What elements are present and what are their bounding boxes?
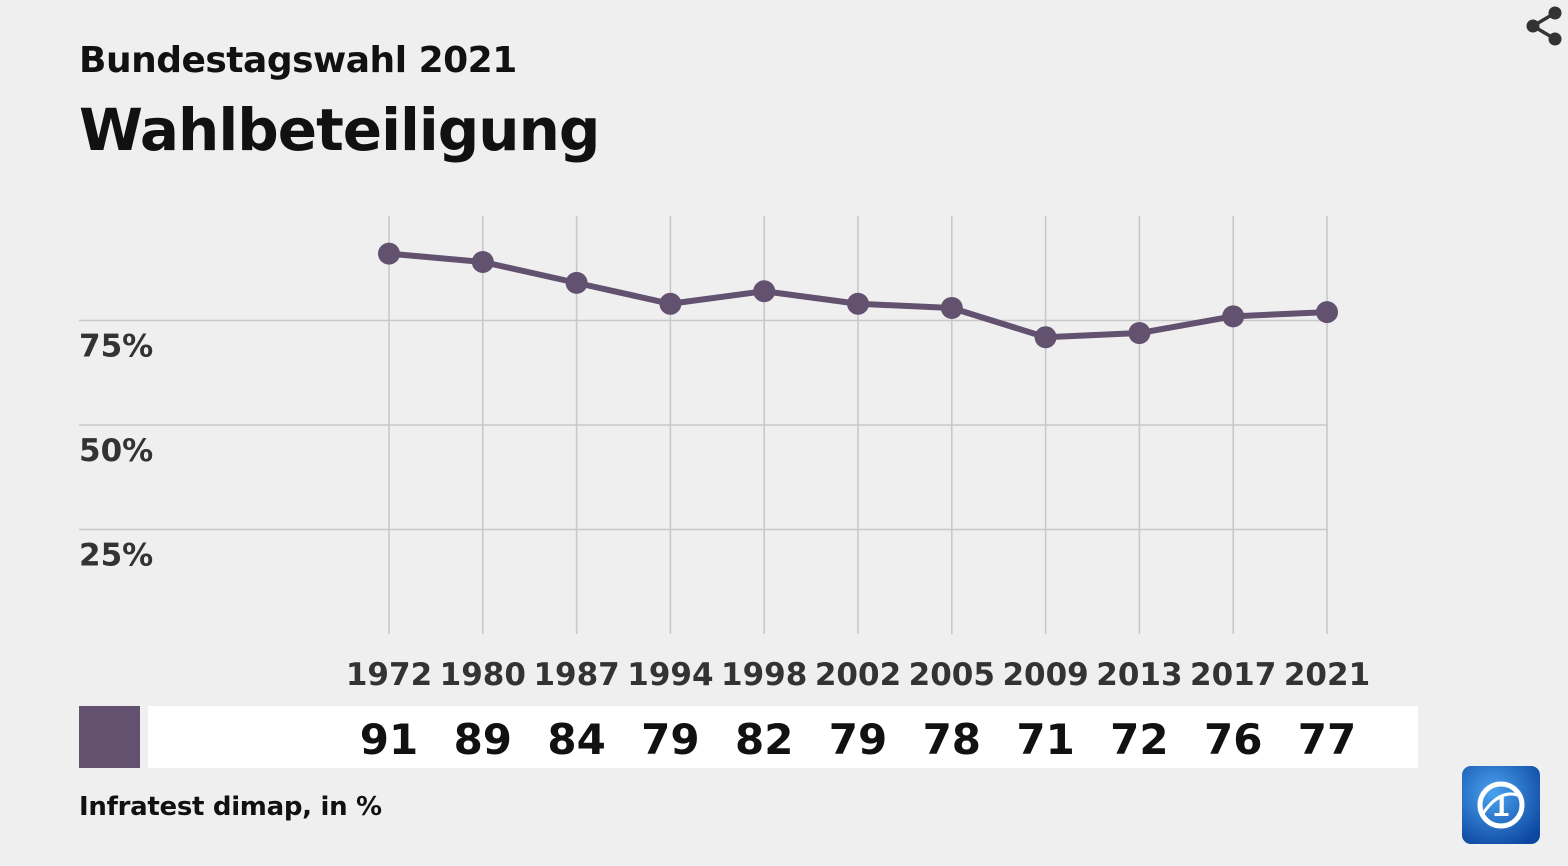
data-point [565, 271, 588, 294]
data-point [1034, 326, 1057, 349]
value-label: 79 [829, 715, 887, 764]
value-labels: 91 89 84 79 82 79 78 71 72 76 77 [360, 715, 1356, 764]
data-point [847, 292, 869, 315]
share-icon[interactable] [1522, 4, 1566, 48]
svg-text:1: 1 [1493, 790, 1510, 823]
x-tick-label: 2009 [1002, 657, 1088, 693]
x-axis-tick-labels: 1972 1980 1987 1994 1998 2002 2005 2009 2013 2017… [346, 657, 1370, 693]
data-point [1128, 322, 1151, 345]
x-tick-label: 1998 [721, 657, 807, 693]
y-tick-label: 75% [79, 329, 153, 365]
data-point [659, 292, 682, 315]
x-tick-label: 1987 [533, 657, 619, 693]
x-tick-label: 2002 [815, 657, 901, 693]
x-tick-label: 2005 [909, 657, 995, 693]
value-label: 76 [1204, 715, 1262, 764]
value-label: 72 [1110, 715, 1168, 764]
value-label: 91 [360, 715, 418, 764]
value-label: 71 [1016, 715, 1074, 764]
data-point [471, 250, 494, 273]
value-label: 89 [454, 715, 512, 764]
y-axis-tick-labels: 25% 50% 75% [79, 329, 153, 574]
value-label: 84 [547, 715, 605, 764]
y-tick-label: 25% [79, 538, 153, 574]
value-label: 79 [641, 715, 699, 764]
legend-swatch [79, 706, 140, 768]
x-tick-label: 1994 [627, 657, 713, 693]
data-point [940, 296, 963, 319]
data-point [1316, 301, 1338, 324]
chart-series [378, 242, 1338, 349]
x-tick-label: 2021 [1284, 657, 1370, 693]
value-label: 78 [923, 715, 981, 764]
data-point [1222, 305, 1245, 328]
chart-grid [79, 216, 1328, 634]
y-tick-label: 50% [79, 433, 153, 469]
data-point [753, 280, 776, 303]
x-tick-label: 1972 [346, 657, 432, 693]
x-tick-label: 1980 [440, 657, 526, 693]
data-point [378, 242, 400, 265]
x-tick-label: 2013 [1096, 657, 1182, 693]
chart-subtitle: Bundestagswahl 2021 [79, 40, 517, 81]
tagesschau-logo[interactable]: 1 [1462, 766, 1540, 844]
value-label-band [148, 706, 1418, 768]
value-label: 82 [735, 715, 793, 764]
x-tick-label: 2017 [1190, 657, 1276, 693]
source-note: Infratest dimap, in % [79, 792, 382, 822]
chart-title: Wahlbeteiligung [79, 96, 600, 164]
value-label: 77 [1298, 715, 1356, 764]
